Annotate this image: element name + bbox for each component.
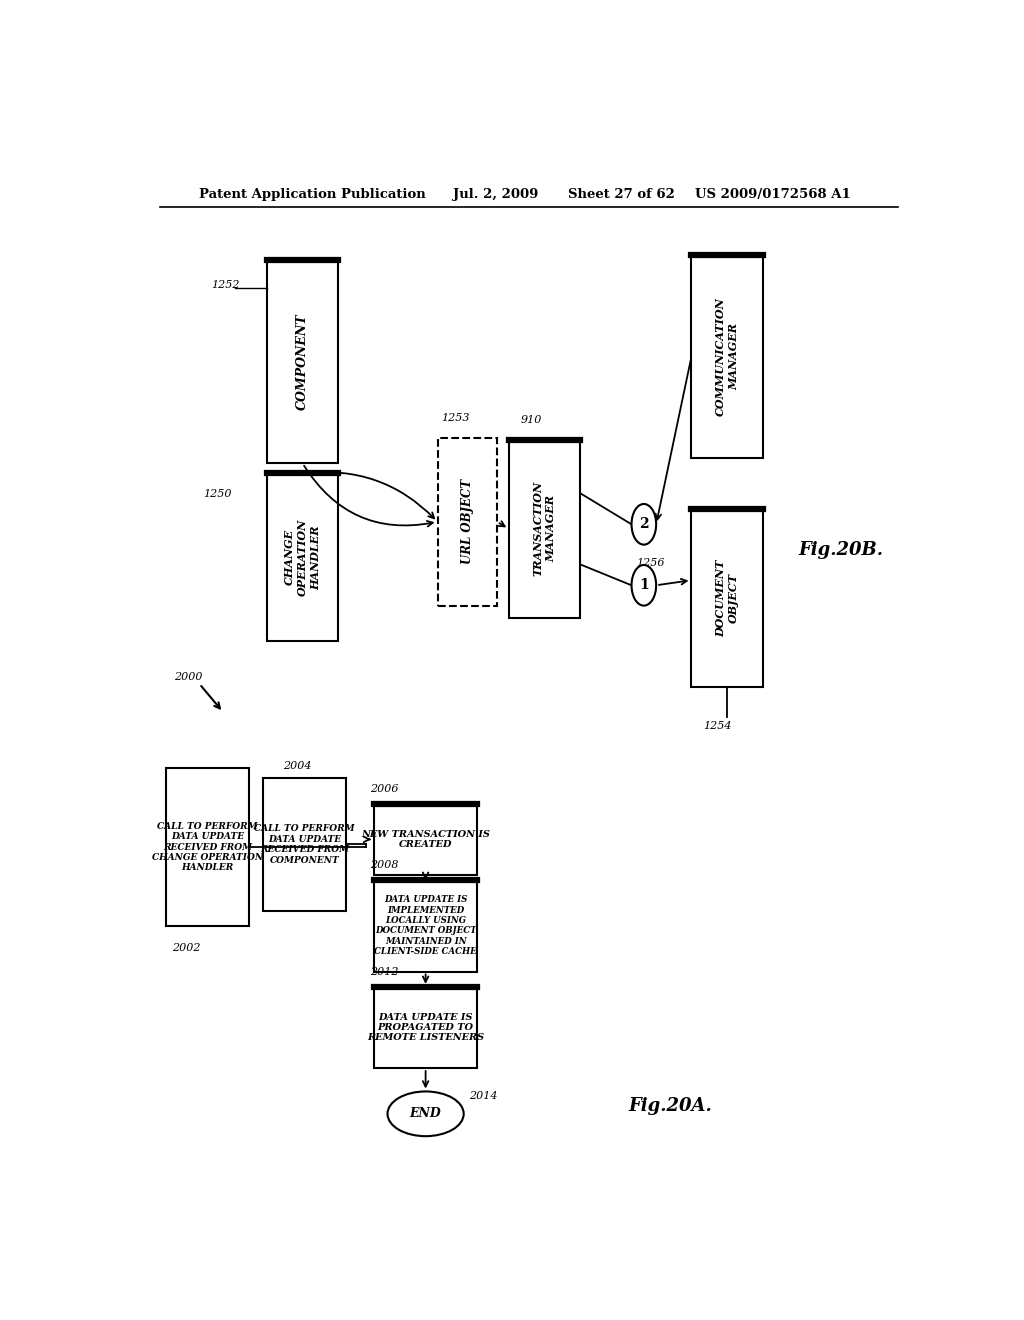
- Bar: [374, 880, 477, 972]
- Text: Jul. 2, 2009: Jul. 2, 2009: [454, 189, 539, 202]
- Text: US 2009/0172568 A1: US 2009/0172568 A1: [695, 189, 851, 202]
- Text: CALL TO PERFORM
DATA UPDATE
RECEIVED FROM
COMPONENT: CALL TO PERFORM DATA UPDATE RECEIVED FRO…: [254, 825, 355, 865]
- Text: Patent Application Publication: Patent Application Publication: [200, 189, 426, 202]
- Text: 2004: 2004: [283, 762, 311, 771]
- Bar: [166, 768, 250, 925]
- Bar: [691, 255, 763, 458]
- Text: Sheet 27 of 62: Sheet 27 of 62: [568, 189, 675, 202]
- Text: 1250: 1250: [204, 488, 231, 499]
- Bar: [374, 987, 477, 1068]
- Ellipse shape: [632, 504, 656, 545]
- Text: CALL TO PERFORM
DATA UPDATE
RECEIVED FROM
CHANGE OPERATION
HANDLER: CALL TO PERFORM DATA UPDATE RECEIVED FRO…: [153, 822, 263, 873]
- Text: 2000: 2000: [174, 672, 203, 681]
- Text: COMPONENT: COMPONENT: [296, 313, 309, 411]
- Text: COMMUNICATION
MANAGER: COMMUNICATION MANAGER: [716, 297, 739, 416]
- Text: 2006: 2006: [370, 784, 398, 793]
- Text: TRANSACTION
MANAGER: TRANSACTION MANAGER: [532, 482, 556, 577]
- Bar: [509, 440, 581, 618]
- Text: 2014: 2014: [469, 1090, 498, 1101]
- Bar: [267, 474, 338, 642]
- Ellipse shape: [632, 565, 656, 606]
- Text: 1256: 1256: [636, 558, 665, 568]
- Text: DATA UPDATE IS
PROPAGATED TO
REMOTE LISTENERS: DATA UPDATE IS PROPAGATED TO REMOTE LIST…: [367, 1012, 484, 1043]
- Text: URL OBJECT: URL OBJECT: [461, 479, 474, 565]
- Text: 1252: 1252: [211, 280, 240, 290]
- Text: 1: 1: [639, 578, 649, 593]
- Ellipse shape: [387, 1092, 464, 1137]
- Text: NEW TRANSACTION IS
CREATED: NEW TRANSACTION IS CREATED: [361, 830, 490, 849]
- Text: 2: 2: [639, 517, 648, 532]
- Text: 2002: 2002: [172, 944, 201, 953]
- Text: 1253: 1253: [441, 413, 470, 422]
- Text: 910: 910: [521, 414, 542, 425]
- Text: DOCUMENT
OBJECT: DOCUMENT OBJECT: [716, 560, 739, 636]
- Text: DATA UPDATE IS
IMPLEMENTED
LOCALLY USING
DOCUMENT OBJECT
MAINTAINED IN
CLIENT-SI: DATA UPDATE IS IMPLEMENTED LOCALLY USING…: [374, 895, 477, 956]
- Text: CHANGE
OPERATION
HANDLER: CHANGE OPERATION HANDLER: [285, 519, 321, 595]
- Text: Fig.20B.: Fig.20B.: [799, 541, 884, 558]
- Text: 2012: 2012: [370, 966, 398, 977]
- Bar: [267, 260, 338, 463]
- Bar: [263, 779, 346, 911]
- Bar: [691, 510, 763, 686]
- Text: END: END: [410, 1107, 441, 1121]
- Text: 2008: 2008: [370, 859, 398, 870]
- Text: Fig.20A.: Fig.20A.: [628, 1097, 712, 1114]
- Bar: [437, 438, 497, 606]
- Text: 1254: 1254: [703, 721, 732, 730]
- Bar: [374, 804, 477, 875]
